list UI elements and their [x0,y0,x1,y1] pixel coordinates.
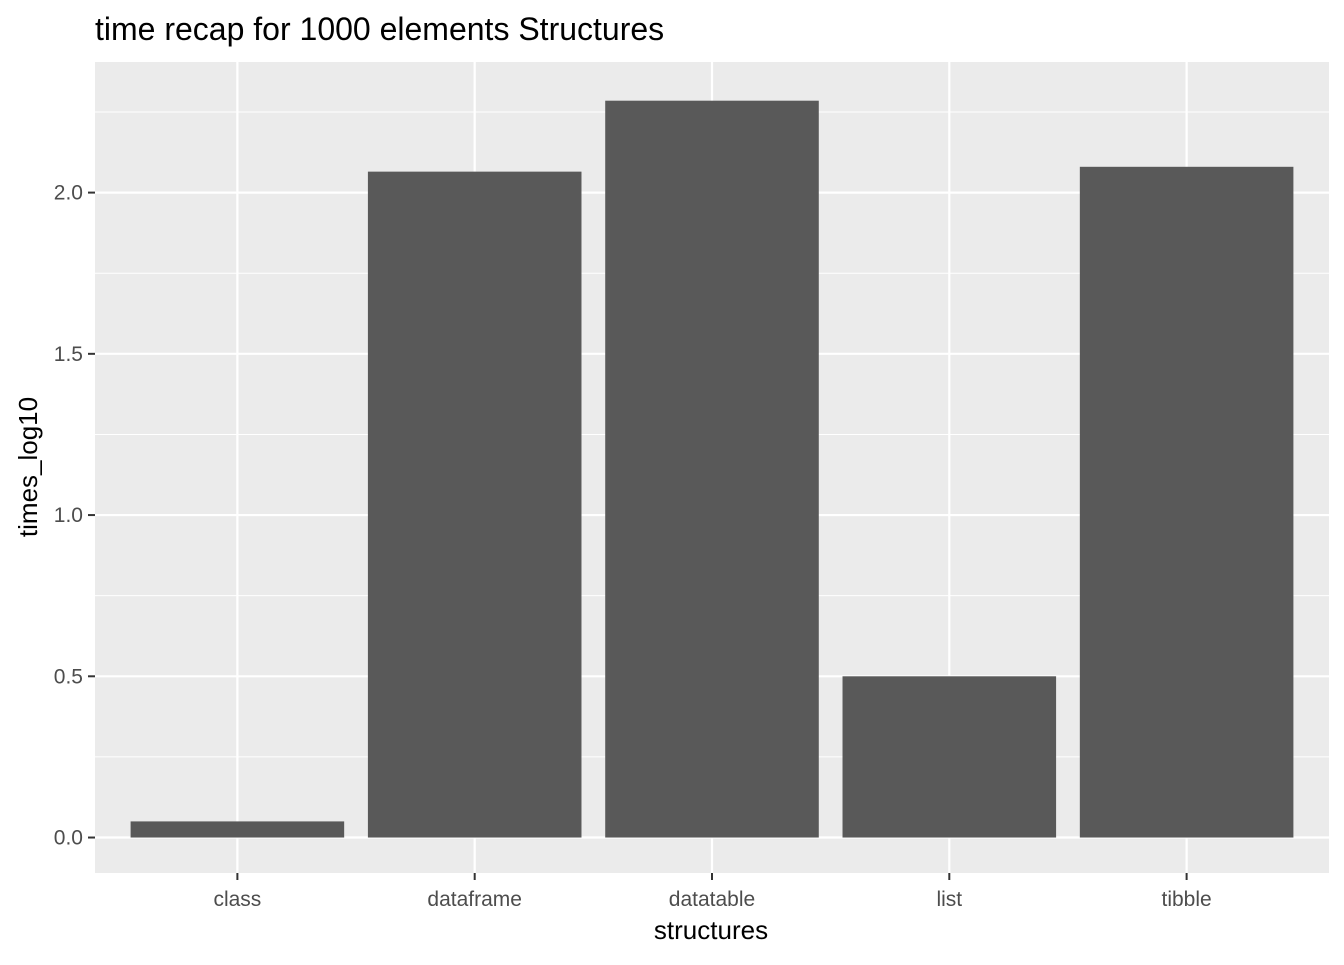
y-tick-label: 0.5 [54,665,83,688]
x-axis: class dataframe datatable list tibble [213,873,1212,911]
bar-dataframe [367,171,582,838]
y-axis-title: times_log10 [13,397,43,537]
x-tick-label: datatable [669,888,755,911]
bar-series [130,100,1294,838]
y-tick-label: 2.0 [54,182,83,205]
x-tick-label: list [936,888,962,911]
x-tick-label: class [213,888,261,911]
x-tick-label: tibble [1162,888,1212,911]
bar-datatable [605,100,819,838]
y-tick-label: 1.5 [54,343,83,366]
bar-class [130,821,345,838]
y-axis: 0.0 0.5 1.0 1.5 2.0 [54,182,95,850]
y-tick-label: 0.0 [54,827,83,850]
x-tick-label: dataframe [427,888,522,911]
chart-title: time recap for 1000 elements Structures [95,11,664,47]
bar-tibble [1079,166,1294,838]
bar-list [842,676,1057,838]
y-tick-label: 1.0 [54,504,83,527]
x-axis-title: structures [654,915,768,945]
